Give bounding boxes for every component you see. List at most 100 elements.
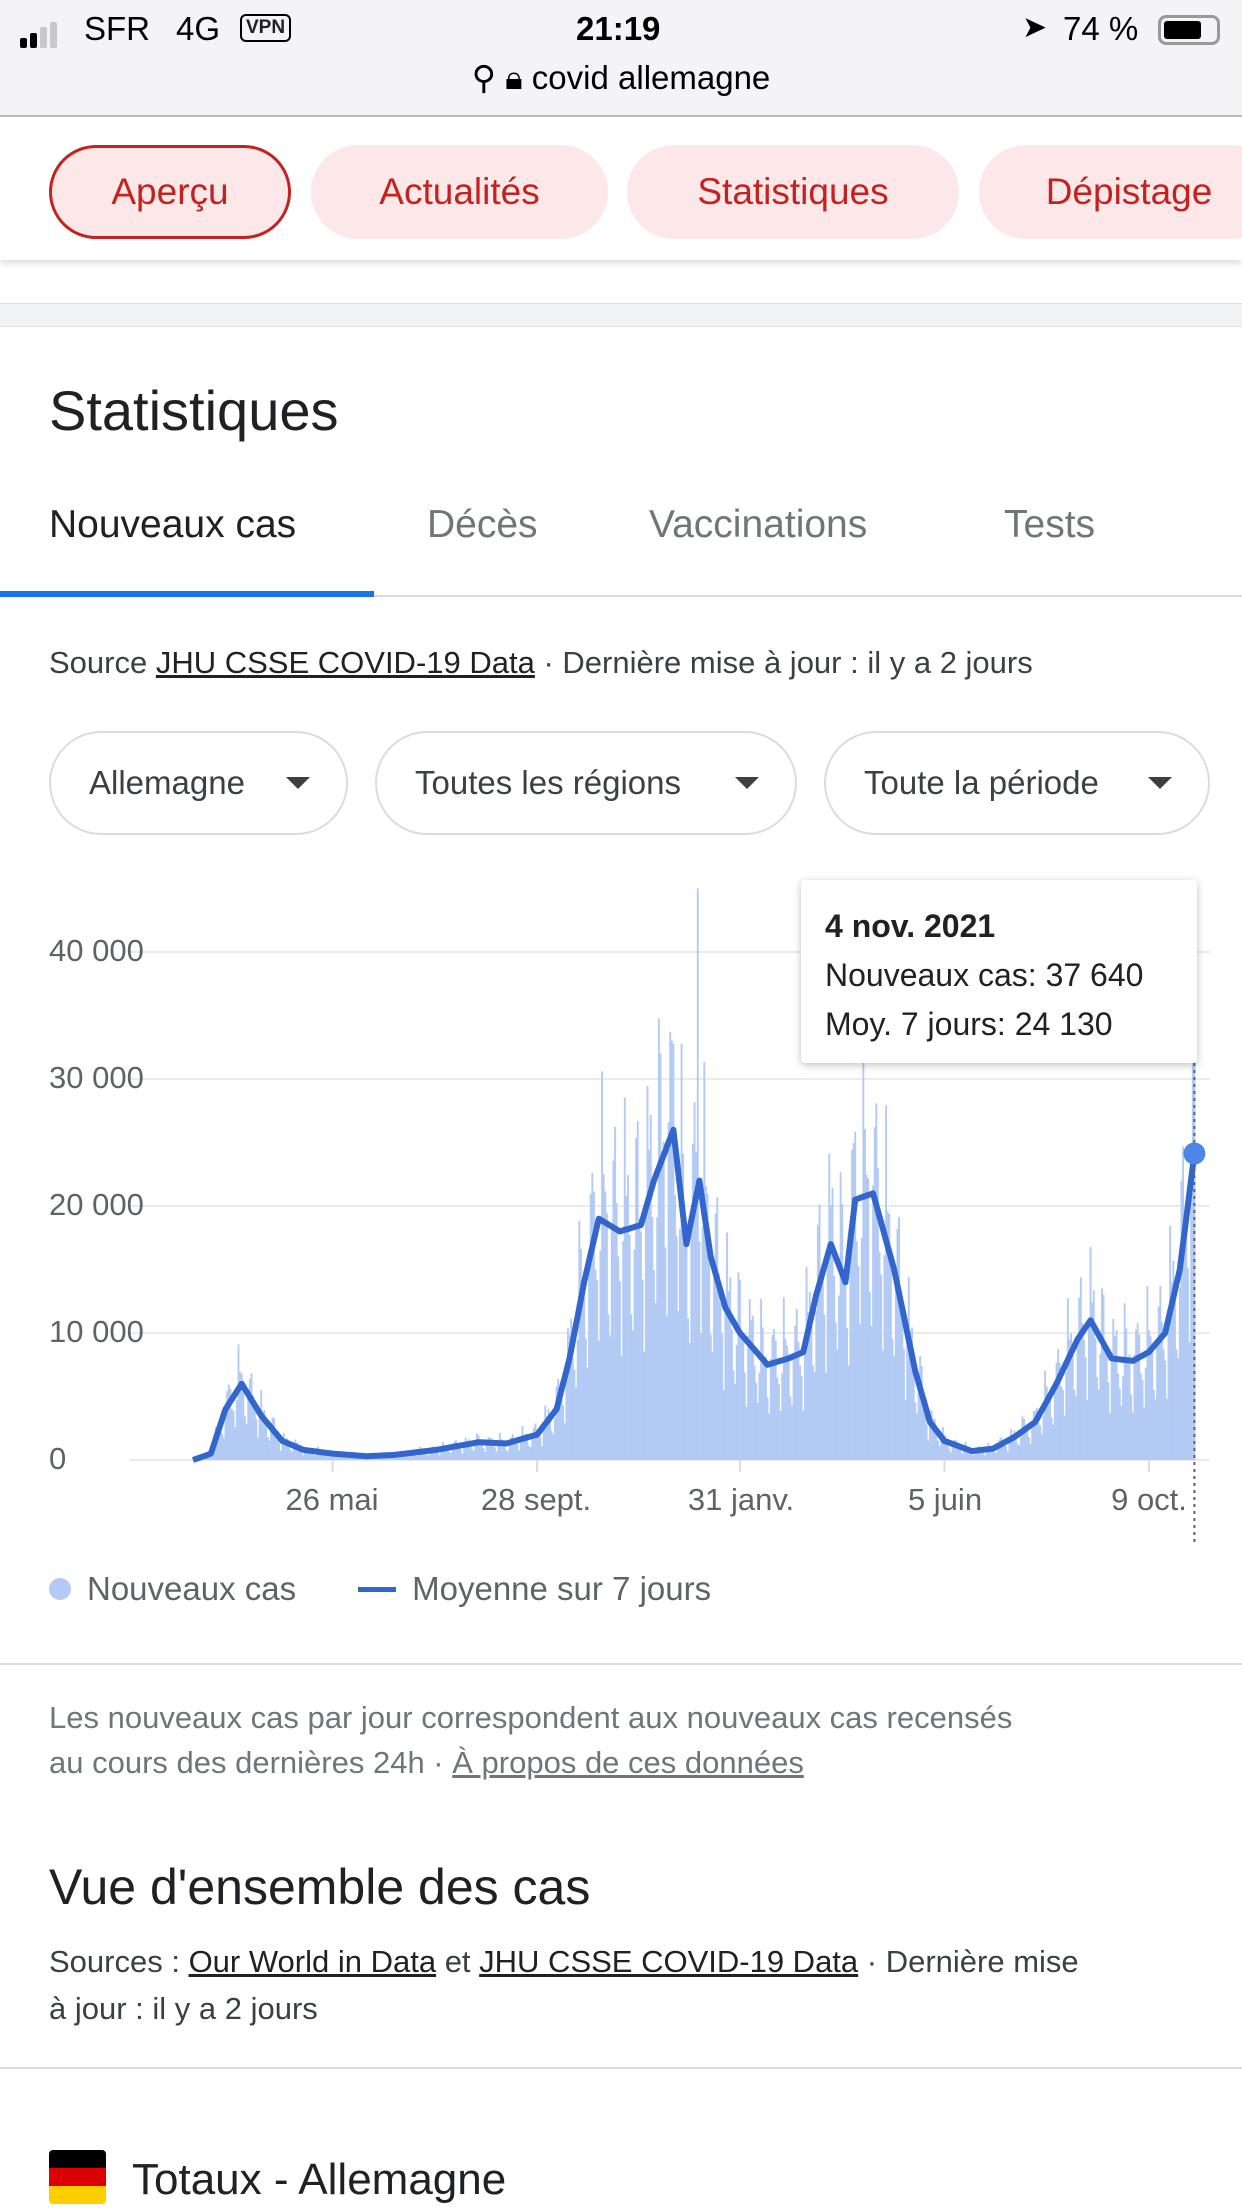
new-cases-bar — [982, 1451, 985, 1460]
new-cases-bar — [325, 1456, 328, 1460]
new-cases-bar — [703, 1062, 706, 1460]
new-cases-bar — [747, 1335, 750, 1460]
new-cases-bar — [435, 1450, 438, 1460]
new-cases-bar — [839, 1172, 842, 1460]
new-cases-bar — [1097, 1389, 1100, 1460]
y-tick-label: 10 000 — [49, 1314, 144, 1349]
new-cases-bar — [1126, 1356, 1129, 1460]
new-cases-bar — [1143, 1407, 1146, 1460]
new-cases-bar — [519, 1441, 522, 1460]
new-cases-bar — [930, 1409, 933, 1460]
chip-depistage[interactable]: Dépistage — [979, 145, 1242, 239]
new-cases-bar — [592, 1191, 595, 1460]
url-text: covid allemagne — [531, 59, 771, 96]
new-cases-bar — [420, 1449, 423, 1460]
new-cases-bar — [1159, 1285, 1162, 1460]
tab-tests[interactable]: Tests — [1004, 503, 1096, 546]
new-cases-bar — [640, 1231, 642, 1460]
new-cases-bar — [1075, 1396, 1077, 1460]
new-cases-bar — [794, 1325, 797, 1460]
new-cases-bar — [266, 1436, 269, 1460]
tab-nouveaux-cas[interactable]: Nouveaux cas — [49, 503, 297, 546]
new-cases-bar — [1091, 1302, 1094, 1460]
new-cases-bar — [709, 1334, 712, 1460]
new-cases-bar — [782, 1297, 785, 1460]
new-cases-bar — [849, 1226, 852, 1460]
new-cases-bar — [1102, 1294, 1105, 1460]
about-data-link[interactable]: À propos de ces données — [452, 1745, 804, 1780]
new-cases-bar — [492, 1445, 495, 1460]
url-bar[interactable]: ⚲ 🔒︎ covid allemagne — [0, 58, 1242, 98]
new-cases-bar — [1169, 1225, 1172, 1460]
new-cases-bar — [1031, 1421, 1034, 1460]
source-link[interactable]: JHU CSSE COVID-19 Data — [155, 645, 535, 680]
region-dropdown[interactable]: Toutes les régions — [375, 731, 797, 835]
owid-link[interactable]: Our World in Data — [188, 1944, 437, 1979]
new-cases-bar — [1164, 1360, 1167, 1460]
new-cases-bar — [1023, 1418, 1025, 1460]
new-cases-bar — [716, 1197, 719, 1460]
new-cases-bar — [451, 1448, 454, 1460]
new-cases-bar — [630, 1314, 633, 1460]
new-cases-bar — [484, 1451, 487, 1460]
period-dropdown[interactable]: Toute la période — [824, 731, 1210, 835]
new-cases-bar — [922, 1398, 925, 1460]
new-cases-bar — [792, 1357, 795, 1460]
new-cases-bar — [904, 1399, 907, 1460]
new-cases-bar — [729, 1277, 732, 1460]
new-cases-bar — [851, 1149, 853, 1460]
new-cases-bar — [448, 1452, 451, 1460]
new-cases-bar — [1037, 1423, 1040, 1460]
new-cases-bar — [649, 1114, 652, 1460]
new-cases-bar — [825, 1372, 827, 1460]
new-cases-bar — [870, 1325, 873, 1460]
new-cases-bar — [416, 1456, 418, 1460]
new-cases-bar — [734, 1384, 737, 1460]
new-cases-bar — [771, 1335, 774, 1460]
new-cases-bar — [641, 1279, 644, 1460]
new-cases-bar — [820, 1272, 823, 1460]
hover-point — [1183, 1142, 1206, 1165]
new-cases-bar — [334, 1455, 337, 1460]
new-cases-bar — [889, 1254, 892, 1460]
new-cases-bar — [539, 1437, 542, 1460]
jhu-link[interactable]: JHU CSSE COVID-19 Data — [479, 1944, 859, 1979]
new-cases-bar — [312, 1453, 315, 1460]
chip-statistiques[interactable]: Statistiques — [627, 145, 959, 239]
new-cases-bar — [232, 1411, 235, 1460]
tab-deces[interactable]: Décès — [427, 503, 538, 546]
new-cases-bar — [584, 1338, 587, 1460]
new-cases-bar — [868, 1291, 871, 1460]
tab-vaccinations[interactable]: Vaccinations — [649, 503, 868, 546]
new-cases-bar — [516, 1444, 519, 1460]
footnote: Les nouveaux cas par jour correspondent … — [49, 1700, 1013, 1780]
new-cases-bar — [1005, 1446, 1008, 1460]
new-cases-bar — [479, 1441, 482, 1460]
country-dropdown[interactable]: Allemagne — [49, 731, 348, 835]
new-cases-bar — [958, 1448, 961, 1460]
caret-down-icon — [1148, 777, 1172, 789]
new-cases-bar — [862, 1036, 865, 1460]
new-cases-bar — [901, 1319, 904, 1460]
new-cases-bar — [437, 1451, 440, 1460]
new-cases-bar — [219, 1421, 222, 1460]
new-cases-bar — [321, 1451, 324, 1460]
new-cases-bar — [787, 1353, 790, 1460]
chip-actualites[interactable]: Actualités — [311, 145, 608, 239]
new-cases-bar — [719, 1302, 722, 1460]
new-cases-bar — [907, 1276, 910, 1460]
new-cases-bar — [1047, 1393, 1050, 1460]
new-cases-bar — [1151, 1343, 1154, 1460]
clock: 21:19 — [576, 10, 661, 47]
new-cases-bar — [1139, 1373, 1142, 1460]
new-cases-bar — [1060, 1386, 1063, 1460]
new-cases-bar — [875, 1103, 878, 1460]
new-cases-bar — [578, 1220, 581, 1460]
new-cases-bar — [948, 1448, 951, 1460]
x-tick-label: 5 juin — [907, 1482, 983, 1517]
new-cases-bar — [466, 1441, 469, 1460]
section-title: Statistiques — [49, 379, 339, 442]
chip-apercu[interactable]: Aperçu — [49, 145, 291, 239]
new-cases-bar — [1183, 1223, 1186, 1460]
new-cases-bar — [880, 1274, 883, 1460]
